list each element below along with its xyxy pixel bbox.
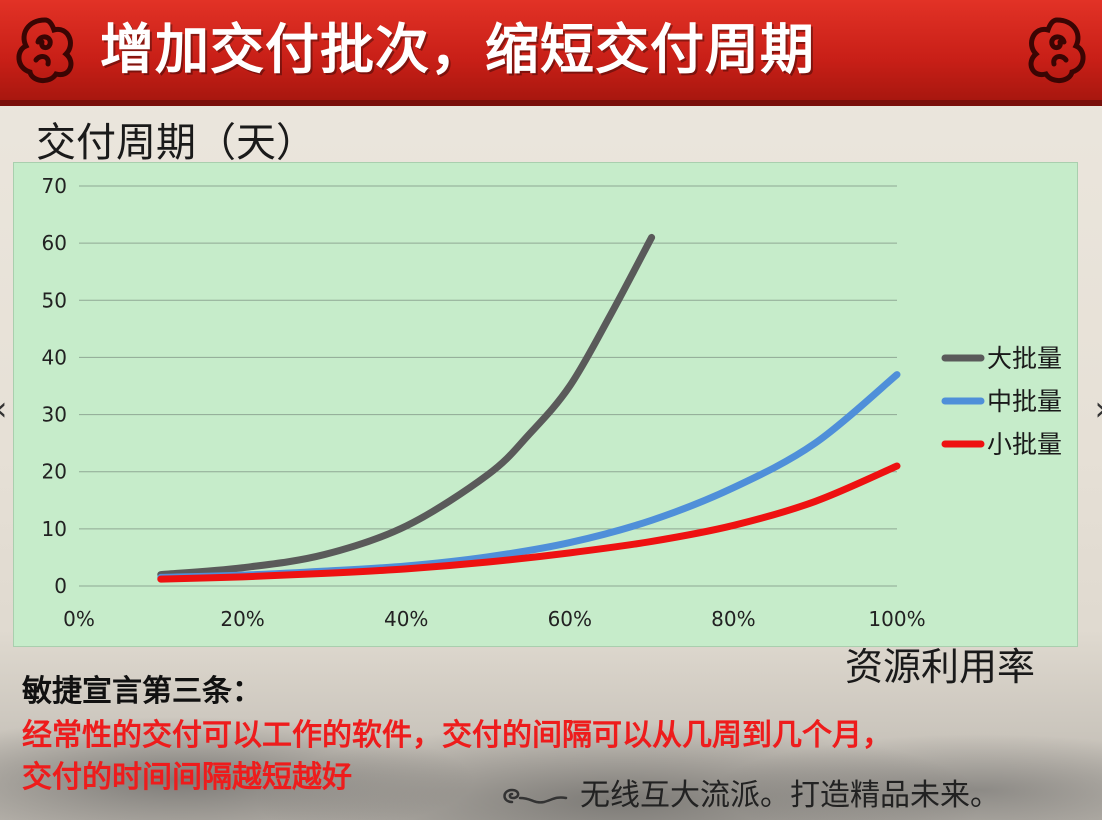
series-line-3	[157, 462, 901, 583]
legend-label: 大批量	[987, 344, 1062, 373]
series-line-2	[157, 371, 901, 581]
y-tick-label: 30	[42, 403, 67, 427]
chevron-right-icon[interactable]: ›	[1094, 392, 1102, 426]
delivery-cycle-chart: 0 10 20 30 40 50 60 70 0% 20% 40% 60% 80% 100% 大批量中批量小…	[42, 174, 1062, 631]
manifesto-text-line-2: 交付的时间间隔越短越好	[22, 760, 352, 795]
manifesto-heading: 敏捷宣言第三条：	[22, 674, 262, 709]
title-banner: 增加交付批次，缩短交付周期	[0, 0, 1102, 106]
y-tick-label: 50	[42, 288, 67, 312]
cloud-ornament-icon	[1028, 17, 1086, 83]
footer-slogan-text: 无线互大流派。打造精品未来。	[580, 778, 1000, 813]
chevron-left-icon[interactable]: ‹	[0, 392, 8, 426]
ink-mountain-background	[0, 630, 1102, 820]
cloud-ornament-icon	[16, 17, 74, 83]
legend-label: 中批量	[987, 387, 1062, 416]
x-tick-label: 80%	[711, 607, 755, 631]
x-axis-title: 资源利用率	[845, 645, 1036, 689]
page-title: 增加交付批次，缩短交付周期	[100, 18, 815, 81]
y-tick-label: 10	[42, 517, 67, 541]
y-tick-label: 40	[42, 345, 67, 369]
x-tick-label: 40%	[384, 607, 428, 631]
y-tick-label: 20	[42, 460, 67, 484]
manifesto-text-line-1: 经常性的交付可以工作的软件，交付的间隔可以从几周到几个月，	[22, 718, 892, 753]
x-tick-label: 100%	[868, 607, 925, 631]
x-tick-label: 60%	[548, 607, 592, 631]
y-tick-label: 70	[42, 174, 67, 198]
x-tick-label: 0%	[63, 607, 95, 631]
y-tick-label: 60	[42, 231, 67, 255]
footer-slogan: 无线互大流派。打造精品未来。	[500, 776, 1090, 816]
series-line-1	[157, 233, 656, 579]
y-tick-label: 0	[54, 574, 67, 598]
swirl-icon	[503, 788, 568, 804]
x-tick-label: 20%	[220, 607, 264, 631]
y-axis-title: 交付周期（天）	[36, 120, 316, 166]
legend-label: 小批量	[987, 430, 1062, 459]
